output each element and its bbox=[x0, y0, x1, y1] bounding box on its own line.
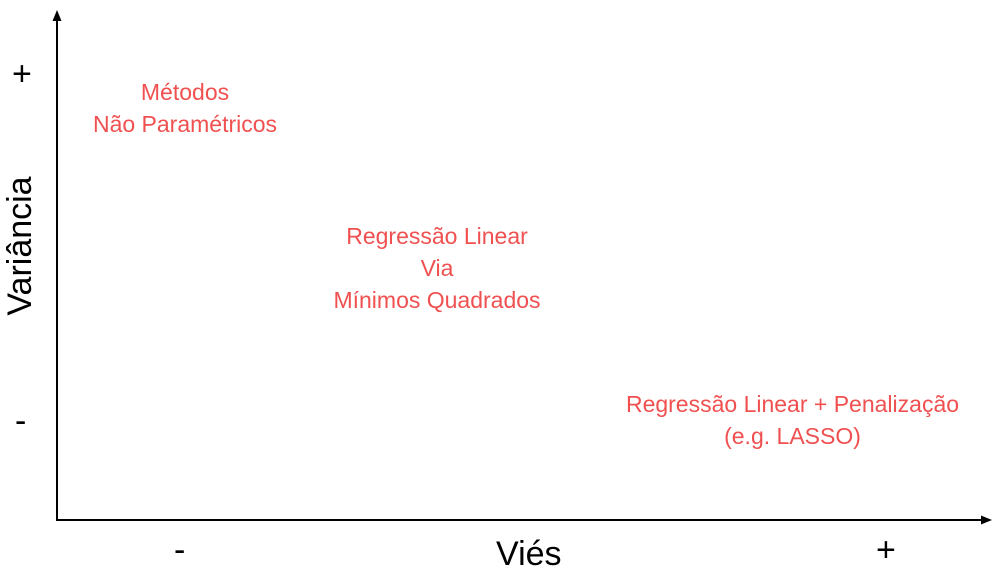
x-axis-title: Viés bbox=[496, 535, 562, 573]
method-label-line: Via bbox=[420, 255, 454, 281]
method-label-line: Métodos bbox=[140, 79, 230, 105]
method-label-line: Regressão Linear bbox=[346, 223, 528, 249]
x-axis-low-mark: - bbox=[174, 531, 186, 569]
method-label-line: (e.g. LASSO) bbox=[724, 423, 861, 449]
method-label-least-squares: Regressão Linear Via Mínimos Quadrados bbox=[307, 220, 567, 316]
y-axis-arrow-icon bbox=[52, 10, 62, 21]
method-label-non-parametric: Métodos Não Paramétricos bbox=[85, 76, 285, 140]
x-axis-arrow-icon bbox=[981, 515, 992, 525]
y-axis-high-mark: + bbox=[12, 55, 32, 93]
method-label-line: Não Paramétricos bbox=[92, 111, 278, 137]
method-label-line: Regressão Linear + Penalização bbox=[625, 391, 960, 417]
y-axis-low-mark: - bbox=[15, 402, 27, 440]
method-label-penalized-regression: Regressão Linear + Penalização (e.g. LAS… bbox=[595, 388, 990, 452]
method-label-line: Mínimos Quadrados bbox=[333, 287, 541, 313]
y-axis-title: Variância bbox=[1, 176, 39, 316]
x-axis-high-mark: + bbox=[876, 531, 896, 569]
